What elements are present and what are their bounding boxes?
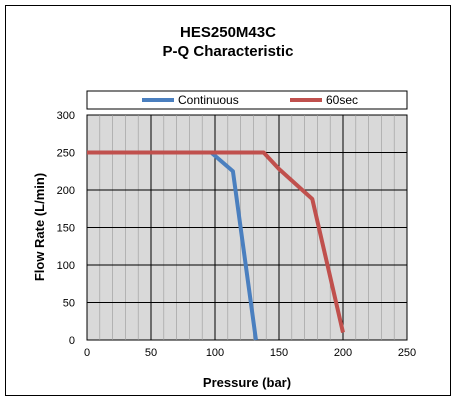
y-tick-label: 250	[57, 148, 75, 160]
y-tick-label: 150	[57, 223, 75, 235]
y-tick-label: 200	[57, 185, 75, 197]
series-layer	[87, 150, 345, 341]
y-axis-label: Flow Rate (L/min)	[32, 173, 47, 281]
x-tick-labels: 0 50 100 150 200 250	[84, 347, 416, 359]
legend-label-60sec: 60sec	[326, 93, 358, 107]
y-tick-labels: 0 50 100 150 200 250 300	[57, 110, 75, 347]
legend-box	[86, 90, 408, 110]
x-tick-label: 150	[270, 347, 288, 359]
x-tick-label: 0	[84, 347, 90, 359]
y-tick-label: 100	[57, 260, 75, 272]
chart-title: HES250M43C	[180, 24, 276, 41]
series-line-60sec	[87, 150, 345, 333]
chart-frame	[5, 5, 451, 396]
y-tick-label: 300	[57, 110, 75, 122]
chart-subtitle: P-Q Characteristic	[162, 43, 294, 60]
x-tick-label: 50	[145, 347, 157, 359]
y-tick-label: 0	[69, 335, 75, 347]
x-tick-label: 100	[206, 347, 224, 359]
legend-label-continuous: Continuous	[178, 93, 239, 107]
x-tick-label: 200	[334, 347, 352, 359]
y-tick-label: 50	[63, 298, 75, 310]
x-axis-label: Pressure (bar)	[203, 375, 291, 390]
x-tick-label: 250	[398, 347, 416, 359]
